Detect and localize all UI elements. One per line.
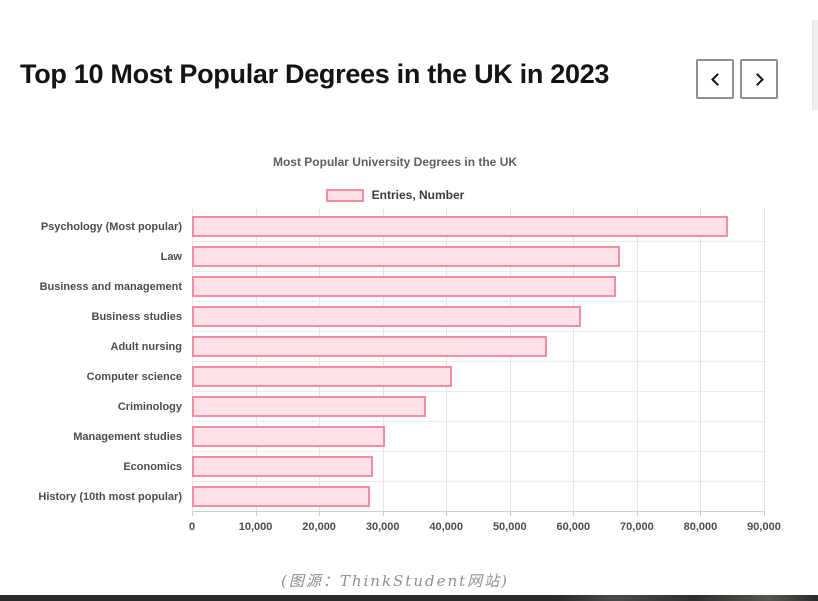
chart-row (192, 302, 764, 332)
axis-tick (255, 511, 257, 516)
x-axis-tick-label: 80,000 (683, 521, 718, 533)
bar[interactable] (192, 246, 621, 267)
y-axis-label: Management studies (73, 431, 182, 443)
carousel-nav (696, 59, 778, 99)
x-axis-tick-label: 50,000 (492, 521, 527, 533)
bar[interactable] (192, 486, 370, 507)
y-axis-label: Computer science (86, 371, 182, 383)
chart-row (192, 332, 764, 362)
axis-tick (319, 209, 321, 212)
axis-tick (636, 209, 638, 212)
bar[interactable] (192, 396, 426, 417)
page-title: Top 10 Most Popular Degrees in the UK in… (20, 59, 610, 89)
axis-tick (382, 511, 384, 516)
y-axis-label: Business and management (39, 281, 182, 293)
axis-tick (382, 209, 384, 212)
y-axis-label: Law (160, 251, 182, 263)
bar[interactable] (192, 366, 452, 387)
legend-label: Entries, Number (371, 188, 465, 202)
y-axis-label: Business studies (91, 311, 182, 323)
chart-row (192, 422, 764, 452)
chart-row (192, 482, 764, 512)
x-axis-tick-label: 20,000 (302, 521, 336, 533)
axis-tick (446, 511, 448, 516)
axis-tick (192, 209, 193, 212)
chart-row (192, 272, 764, 302)
prev-button[interactable] (696, 59, 734, 99)
chart-row (192, 362, 764, 392)
axis-tick (255, 209, 257, 212)
chart-row (192, 242, 764, 272)
axis-tick (446, 209, 448, 212)
axis-tick (700, 209, 702, 212)
bar[interactable] (192, 426, 385, 447)
chart-row (192, 212, 764, 242)
chart-row (192, 392, 764, 422)
next-button[interactable] (740, 59, 778, 99)
x-axis-tick-label: 0 (188, 521, 196, 533)
chevron-left-icon (710, 72, 724, 86)
chart-row (192, 452, 764, 482)
gridline (764, 212, 765, 511)
x-axis-tick-label: 70,000 (620, 521, 654, 533)
y-axis-labels: Psychology (Most popular) Law Business and… (0, 212, 182, 512)
axis-tick (764, 511, 765, 516)
chart-title: Most Popular University Degrees in the U… (272, 155, 518, 169)
axis-tick (700, 511, 702, 516)
bar[interactable] (192, 336, 547, 357)
bottom-divider (0, 595, 818, 601)
y-axis-label: Adult nursing (110, 341, 183, 353)
scrollbar-thumb[interactable] (812, 20, 818, 110)
legend-swatch (325, 188, 364, 202)
axis-tick (509, 209, 511, 212)
x-axis-tick-label: 10,000 (238, 521, 273, 533)
x-axis-tick-label: 90,000 (747, 521, 781, 533)
bar[interactable] (192, 216, 728, 237)
y-axis-label: History (10th most popular) (38, 491, 182, 503)
y-axis-label: Psychology (Most popular) (40, 221, 182, 233)
bar[interactable] (192, 276, 616, 297)
image-source-caption: (图源：ThinkStudent网站) (280, 572, 510, 590)
axis-tick (764, 209, 765, 212)
y-axis-label: Economics (123, 461, 182, 473)
y-axis-label: Criminology (117, 401, 182, 413)
axis-tick (636, 511, 638, 516)
chart-legend: Entries, Number (0, 188, 790, 202)
x-axis-tick-label: 30,000 (365, 521, 400, 533)
plot-area (192, 209, 765, 516)
axis-tick (509, 511, 511, 516)
axis-tick (573, 209, 575, 212)
x-axis-tick-label: 40,000 (429, 521, 464, 533)
chevron-right-icon (750, 72, 764, 86)
bar[interactable] (192, 306, 581, 327)
x-axis-tick-label: 60,000 (556, 521, 591, 533)
axis-tick (573, 511, 575, 516)
axis-tick (319, 511, 321, 516)
bar[interactable] (192, 456, 374, 477)
axis-tick (192, 511, 193, 516)
